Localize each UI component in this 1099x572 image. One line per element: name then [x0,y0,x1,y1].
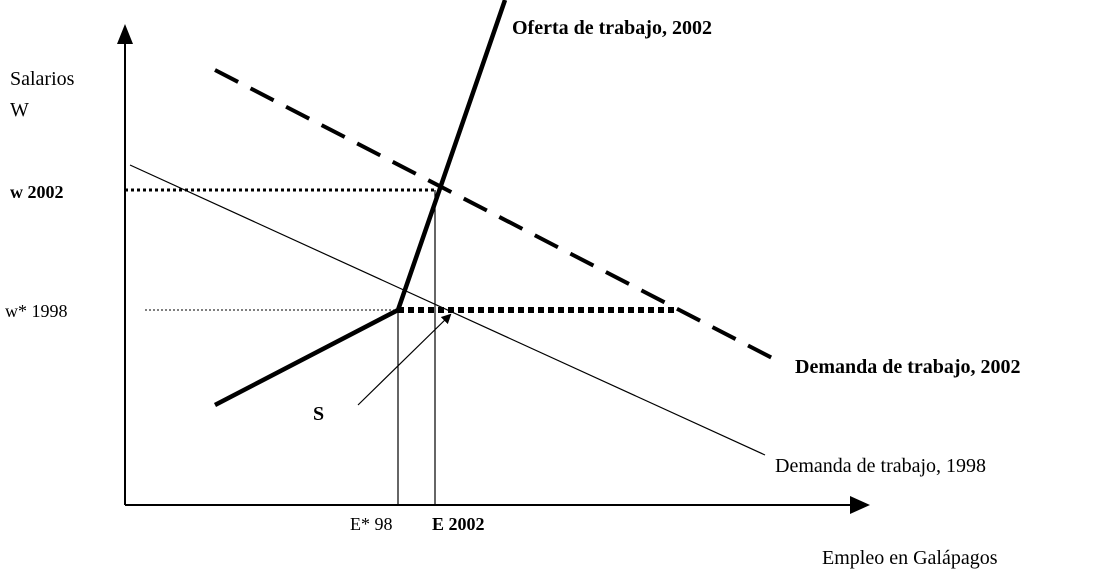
curve-label: Demanda de trabajo, 2002 [795,356,1021,378]
point-label: S [313,403,324,425]
x-axis-arrow [850,496,870,514]
y-label: W [10,99,29,121]
supply-2002 [213,0,508,407]
curve-label: Demanda de trabajo, 1998 [775,455,986,477]
y-axis-arrow [117,24,133,44]
x-mark: E 2002 [432,514,485,534]
s-arrow [357,313,452,406]
y-label: Salarios [10,68,75,90]
x-label: Empleo en Galápagos [822,547,998,569]
curve-label: Oferta de trabajo, 2002 [512,17,712,39]
x-mark: E* 98 [350,514,393,534]
y-mark: w 2002 [10,182,64,202]
demand-2002 [214,68,781,364]
demand-1998 [129,164,766,456]
y-mark: w* 1998 [5,301,68,321]
